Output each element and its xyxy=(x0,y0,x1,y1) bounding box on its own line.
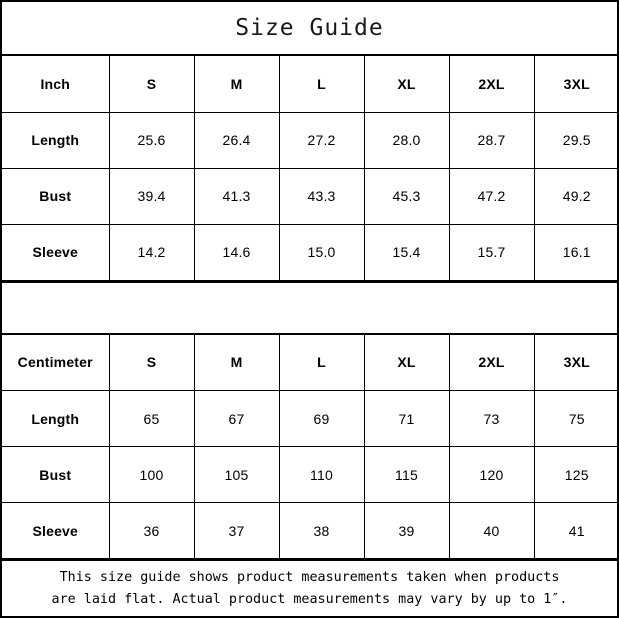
row-label-sleeve: Sleeve xyxy=(2,223,110,281)
cell-cm-length-m: 67 xyxy=(193,390,280,447)
cell-inch-sleeve-l: 15.0 xyxy=(278,223,365,281)
cell-cm-length-s: 65 xyxy=(108,390,195,447)
cell-inch-length-2xl: 28.7 xyxy=(448,111,535,169)
size-header-s: S xyxy=(108,56,195,113)
cell-cm-sleeve-s: 36 xyxy=(108,502,195,559)
size-header-l: L xyxy=(278,56,365,113)
cell-inch-bust-m: 41.3 xyxy=(193,167,280,225)
cell-cm-length-xl: 71 xyxy=(363,390,450,447)
table-header-row: Inch S M L XL 2XL 3XL xyxy=(2,56,619,113)
table-header-row: Centimeter S M L XL 2XL 3XL xyxy=(2,334,619,391)
table-row: Sleeve 14.2 14.6 15.0 15.4 15.7 16.1 xyxy=(2,223,619,281)
table-row: Sleeve 36 37 38 39 40 41 xyxy=(2,502,619,559)
table-row: Length 65 67 69 71 73 75 xyxy=(2,390,619,447)
cell-cm-sleeve-2xl: 40 xyxy=(448,502,535,559)
size-header-xl: XL xyxy=(363,334,450,391)
cell-cm-sleeve-3xl: 41 xyxy=(533,502,619,559)
cell-inch-bust-l: 43.3 xyxy=(278,167,365,225)
cell-inch-length-3xl: 29.5 xyxy=(533,111,619,169)
cell-cm-sleeve-m: 37 xyxy=(193,502,280,559)
cell-inch-length-s: 25.6 xyxy=(108,111,195,169)
size-guide-footnote: This size guide shows product measuremen… xyxy=(2,559,617,616)
cell-cm-bust-l: 110 xyxy=(278,446,365,503)
cell-inch-length-m: 26.4 xyxy=(193,111,280,169)
cell-inch-bust-3xl: 49.2 xyxy=(533,167,619,225)
cell-cm-length-l: 69 xyxy=(278,390,365,447)
centimeter-table-block: Centimeter S M L XL 2XL 3XL Length 65 67… xyxy=(2,334,619,559)
unit-header-centimeter: Centimeter xyxy=(2,334,110,391)
inch-size-table: Inch S M L XL 2XL 3XL Length 25.6 26.4 2… xyxy=(2,56,619,281)
cell-inch-sleeve-2xl: 15.7 xyxy=(448,223,535,281)
cell-cm-bust-s: 100 xyxy=(108,446,195,503)
size-header-m: M xyxy=(193,334,280,391)
cell-inch-sleeve-s: 14.2 xyxy=(108,223,195,281)
size-header-3xl: 3XL xyxy=(533,334,619,391)
page-title: Size Guide xyxy=(235,14,384,41)
footnote-text: This size guide shows product measuremen… xyxy=(52,567,568,610)
row-label-length: Length xyxy=(2,111,110,169)
table-row: Length 25.6 26.4 27.2 28.0 28.7 29.5 xyxy=(2,111,619,169)
size-header-s: S xyxy=(108,334,195,391)
centimeter-size-table: Centimeter S M L XL 2XL 3XL Length 65 67… xyxy=(2,334,619,559)
row-label-sleeve: Sleeve xyxy=(2,502,110,559)
cell-cm-bust-2xl: 120 xyxy=(448,446,535,503)
footnote-line-2: are laid flat. Actual product measuremen… xyxy=(51,591,568,607)
table-row: Bust 100 105 110 115 120 125 xyxy=(2,446,619,503)
size-header-xl: XL xyxy=(363,56,450,113)
cell-inch-bust-2xl: 47.2 xyxy=(448,167,535,225)
cell-cm-length-2xl: 73 xyxy=(448,390,535,447)
cell-inch-sleeve-3xl: 16.1 xyxy=(533,223,619,281)
cell-inch-length-l: 27.2 xyxy=(278,111,365,169)
table-row: Bust 39.4 41.3 43.3 45.3 47.2 49.2 xyxy=(2,167,619,225)
row-label-bust: Bust xyxy=(2,167,110,225)
cell-cm-bust-m: 105 xyxy=(193,446,280,503)
cell-cm-sleeve-xl: 39 xyxy=(363,502,450,559)
unit-header-inch: Inch xyxy=(2,56,110,113)
inch-table-block: Inch S M L XL 2XL 3XL Length 25.6 26.4 2… xyxy=(2,56,619,281)
size-header-l: L xyxy=(278,334,365,391)
size-header-m: M xyxy=(193,56,280,113)
cell-cm-bust-3xl: 125 xyxy=(533,446,619,503)
cell-inch-bust-s: 39.4 xyxy=(108,167,195,225)
size-guide-title-row: Size Guide xyxy=(2,2,617,56)
cell-inch-sleeve-m: 14.6 xyxy=(193,223,280,281)
size-header-2xl: 2XL xyxy=(448,334,535,391)
size-header-3xl: 3XL xyxy=(533,56,619,113)
table-separator-row xyxy=(2,280,617,335)
cell-cm-length-3xl: 75 xyxy=(533,390,619,447)
row-label-bust: Bust xyxy=(2,446,110,503)
cell-inch-bust-xl: 45.3 xyxy=(363,167,450,225)
cell-cm-sleeve-l: 38 xyxy=(278,502,365,559)
cell-inch-length-xl: 28.0 xyxy=(363,111,450,169)
cell-cm-bust-xl: 115 xyxy=(363,446,450,503)
size-header-2xl: 2XL xyxy=(448,56,535,113)
row-label-length: Length xyxy=(2,390,110,447)
footnote-line-1: This size guide shows product measuremen… xyxy=(59,569,560,585)
cell-inch-sleeve-xl: 15.4 xyxy=(363,223,450,281)
